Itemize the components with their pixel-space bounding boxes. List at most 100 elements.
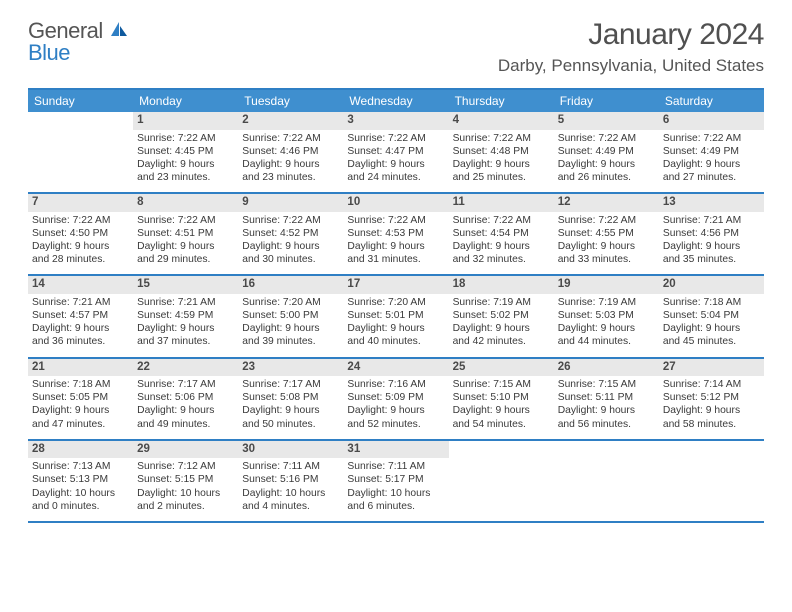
day-number: 13	[659, 194, 764, 212]
daylight-text: Daylight: 9 hours and 44 minutes.	[558, 322, 655, 348]
day-cell: Sunrise: 7:20 AMSunset: 5:01 PMDaylight:…	[343, 294, 448, 357]
day-cell: Sunrise: 7:21 AMSunset: 4:56 PMDaylight:…	[659, 212, 764, 275]
title-location: Darby, Pennsylvania, United States	[498, 56, 764, 76]
daylight-text: Daylight: 9 hours and 25 minutes.	[453, 158, 550, 184]
day-cell	[28, 130, 133, 193]
sunset-text: Sunset: 5:02 PM	[453, 309, 550, 322]
sunrise-text: Sunrise: 7:15 AM	[558, 378, 655, 391]
day-cell: Sunrise: 7:22 AMSunset: 4:49 PMDaylight:…	[659, 130, 764, 193]
day-cell: Sunrise: 7:12 AMSunset: 5:15 PMDaylight:…	[133, 458, 238, 521]
dow-fri: Friday	[554, 90, 659, 112]
daylight-text: Daylight: 9 hours and 26 minutes.	[558, 158, 655, 184]
sunrise-text: Sunrise: 7:12 AM	[137, 460, 234, 473]
daylight-text: Daylight: 9 hours and 39 minutes.	[242, 322, 339, 348]
day-number: 24	[343, 359, 448, 377]
dow-sun: Sunday	[28, 90, 133, 112]
daylight-text: Daylight: 9 hours and 47 minutes.	[32, 404, 129, 430]
sunrise-text: Sunrise: 7:16 AM	[347, 378, 444, 391]
calendar-week: 21222324252627Sunrise: 7:18 AMSunset: 5:…	[28, 359, 764, 441]
calendar-week: 14151617181920Sunrise: 7:21 AMSunset: 4:…	[28, 276, 764, 358]
day-number: 16	[238, 276, 343, 294]
sunrise-text: Sunrise: 7:21 AM	[32, 296, 129, 309]
daylight-text: Daylight: 9 hours and 42 minutes.	[453, 322, 550, 348]
day-cell: Sunrise: 7:11 AMSunset: 5:17 PMDaylight:…	[343, 458, 448, 521]
day-cell: Sunrise: 7:11 AMSunset: 5:16 PMDaylight:…	[238, 458, 343, 521]
day-cell: Sunrise: 7:15 AMSunset: 5:10 PMDaylight:…	[449, 376, 554, 439]
day-number	[449, 441, 554, 459]
daylight-text: Daylight: 10 hours and 2 minutes.	[137, 487, 234, 513]
sunrise-text: Sunrise: 7:19 AM	[453, 296, 550, 309]
day-number: 28	[28, 441, 133, 459]
dow-tue: Tuesday	[238, 90, 343, 112]
day-number: 20	[659, 276, 764, 294]
day-cell: Sunrise: 7:18 AMSunset: 5:05 PMDaylight:…	[28, 376, 133, 439]
sunset-text: Sunset: 4:53 PM	[347, 227, 444, 240]
day-cell: Sunrise: 7:22 AMSunset: 4:50 PMDaylight:…	[28, 212, 133, 275]
day-number: 11	[449, 194, 554, 212]
day-cell: Sunrise: 7:15 AMSunset: 5:11 PMDaylight:…	[554, 376, 659, 439]
sunset-text: Sunset: 4:49 PM	[663, 145, 760, 158]
sunset-text: Sunset: 5:08 PM	[242, 391, 339, 404]
day-cell: Sunrise: 7:14 AMSunset: 5:12 PMDaylight:…	[659, 376, 764, 439]
sunset-text: Sunset: 5:03 PM	[558, 309, 655, 322]
day-number: 10	[343, 194, 448, 212]
day-number: 7	[28, 194, 133, 212]
day-cell: Sunrise: 7:16 AMSunset: 5:09 PMDaylight:…	[343, 376, 448, 439]
sunset-text: Sunset: 5:15 PM	[137, 473, 234, 486]
dow-wed: Wednesday	[343, 90, 448, 112]
sunrise-text: Sunrise: 7:13 AM	[32, 460, 129, 473]
sunrise-text: Sunrise: 7:22 AM	[137, 132, 234, 145]
day-number: 14	[28, 276, 133, 294]
sunrise-text: Sunrise: 7:17 AM	[242, 378, 339, 391]
daylight-text: Daylight: 9 hours and 23 minutes.	[137, 158, 234, 184]
daylight-text: Daylight: 10 hours and 0 minutes.	[32, 487, 129, 513]
day-number: 25	[449, 359, 554, 377]
sunrise-text: Sunrise: 7:17 AM	[137, 378, 234, 391]
daylight-text: Daylight: 10 hours and 6 minutes.	[347, 487, 444, 513]
daylight-text: Daylight: 10 hours and 4 minutes.	[242, 487, 339, 513]
day-number: 21	[28, 359, 133, 377]
sunset-text: Sunset: 5:10 PM	[453, 391, 550, 404]
title-block: January 2024 Darby, Pennsylvania, United…	[498, 18, 764, 76]
sunset-text: Sunset: 4:47 PM	[347, 145, 444, 158]
day-number: 12	[554, 194, 659, 212]
sunset-text: Sunset: 4:59 PM	[137, 309, 234, 322]
day-number	[28, 112, 133, 130]
day-cell: Sunrise: 7:22 AMSunset: 4:55 PMDaylight:…	[554, 212, 659, 275]
daylight-text: Daylight: 9 hours and 32 minutes.	[453, 240, 550, 266]
sunset-text: Sunset: 4:45 PM	[137, 145, 234, 158]
day-number: 5	[554, 112, 659, 130]
sunrise-text: Sunrise: 7:11 AM	[242, 460, 339, 473]
sunrise-text: Sunrise: 7:22 AM	[453, 214, 550, 227]
sunrise-text: Sunrise: 7:14 AM	[663, 378, 760, 391]
day-cell: Sunrise: 7:22 AMSunset: 4:51 PMDaylight:…	[133, 212, 238, 275]
day-number: 9	[238, 194, 343, 212]
day-number: 8	[133, 194, 238, 212]
daylight-text: Daylight: 9 hours and 54 minutes.	[453, 404, 550, 430]
day-number: 3	[343, 112, 448, 130]
day-cell: Sunrise: 7:19 AMSunset: 5:03 PMDaylight:…	[554, 294, 659, 357]
logo-sail-icon	[109, 20, 129, 43]
sunrise-text: Sunrise: 7:22 AM	[242, 132, 339, 145]
daylight-text: Daylight: 9 hours and 52 minutes.	[347, 404, 444, 430]
daylight-text: Daylight: 9 hours and 40 minutes.	[347, 322, 444, 348]
sunrise-text: Sunrise: 7:22 AM	[242, 214, 339, 227]
day-number: 31	[343, 441, 448, 459]
daylight-text: Daylight: 9 hours and 49 minutes.	[137, 404, 234, 430]
sunset-text: Sunset: 5:12 PM	[663, 391, 760, 404]
day-cell: Sunrise: 7:13 AMSunset: 5:13 PMDaylight:…	[28, 458, 133, 521]
daylight-text: Daylight: 9 hours and 27 minutes.	[663, 158, 760, 184]
day-cell	[449, 458, 554, 521]
page-header: General January 2024 Darby, Pennsylvania…	[28, 18, 764, 76]
daylight-text: Daylight: 9 hours and 28 minutes.	[32, 240, 129, 266]
day-cell: Sunrise: 7:19 AMSunset: 5:02 PMDaylight:…	[449, 294, 554, 357]
daylight-text: Daylight: 9 hours and 36 minutes.	[32, 322, 129, 348]
daylight-text: Daylight: 9 hours and 33 minutes.	[558, 240, 655, 266]
logo-word-2: Blue	[28, 40, 70, 65]
sunset-text: Sunset: 5:05 PM	[32, 391, 129, 404]
day-number: 30	[238, 441, 343, 459]
day-number: 4	[449, 112, 554, 130]
day-cell: Sunrise: 7:22 AMSunset: 4:48 PMDaylight:…	[449, 130, 554, 193]
sunrise-text: Sunrise: 7:11 AM	[347, 460, 444, 473]
day-cell: Sunrise: 7:21 AMSunset: 4:57 PMDaylight:…	[28, 294, 133, 357]
